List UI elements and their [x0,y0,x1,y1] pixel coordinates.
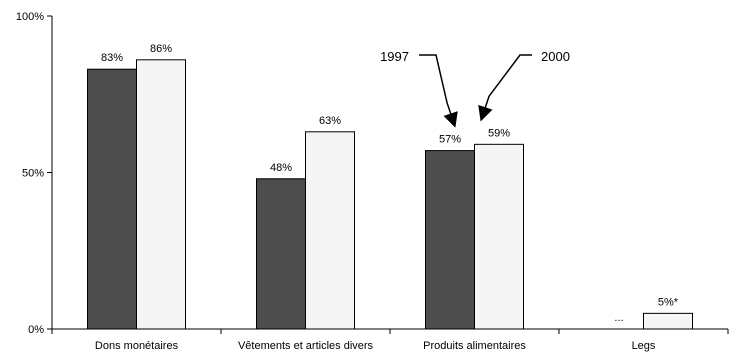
legend-arrow-2000 [478,54,532,122]
data-label: 57% [439,134,461,146]
legend-label-2000: 2000 [541,49,570,64]
y-tick-label: 0% [28,324,44,336]
y-tick-label: 100% [16,11,44,23]
data-label: 63% [319,115,341,127]
bar-2000 [643,312,693,330]
x-tick-label: Vêtements et articles divers [238,340,374,352]
data-label: 59% [488,127,510,139]
data-label: ... [614,312,623,324]
x-tick-label: Legs [632,340,656,352]
labels: 83% 86% 48% 63% 57% 59%... 5%* [101,43,679,324]
legend: 1997 2000 [380,49,570,128]
bars [87,59,693,330]
data-label: 83% [101,52,123,64]
x-tick-label: Produits alimentaires [423,340,526,352]
y-tick-label: 50% [22,168,44,180]
bar-2000 [305,131,355,330]
x-tick-label: Dons monétaires [95,340,179,352]
legend-label-1997: 1997 [380,49,409,64]
bar-1997 [425,150,475,330]
bar-2000 [474,143,524,330]
bar-1997 [256,178,306,330]
legend-arrow-1997 [419,54,458,128]
bar-2000 [136,59,186,330]
data-label: 86% [150,43,172,55]
data-label: 48% [270,162,292,174]
data-label: 5%* [658,296,679,308]
bar-1997 [87,68,137,330]
